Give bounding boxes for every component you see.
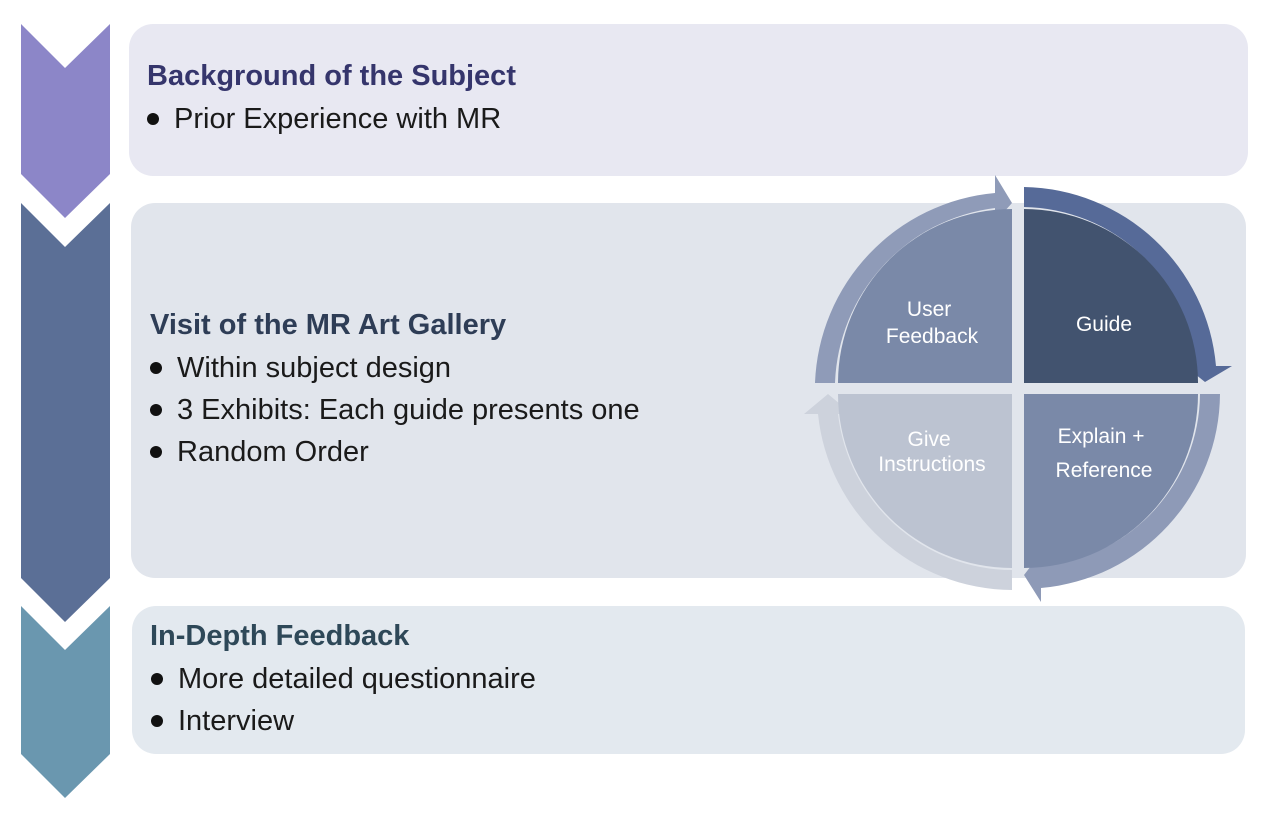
stage-bullets-visit: Within subject design 3 Exhibits: Each g…: [150, 347, 640, 473]
stage-title-feedback: In-Depth Feedback: [150, 620, 410, 652]
stage-box-background: [129, 24, 1248, 176]
chevron-stage-1: [21, 24, 110, 218]
cycle-arrow-bottom-right: [1024, 394, 1220, 602]
cycle-label-explain-reference: Explain + Reference: [1056, 425, 1153, 482]
stage-bullets-feedback: More detailed questionnaire Interview: [151, 658, 536, 742]
cycle-label-give-instructions: Give Instructions: [878, 428, 985, 476]
cycle-arrow-top-right: [1024, 187, 1232, 382]
bullet-item: Within subject design: [150, 347, 640, 389]
chevron-stage-2: [21, 203, 110, 622]
stage-bullets-background: Prior Experience with MR: [147, 98, 501, 140]
bullet-item: Interview: [151, 700, 536, 742]
cycle-segment-explain-reference: [1024, 394, 1198, 568]
cycle-label-user-feedback: User Feedback: [886, 298, 979, 348]
stage-title-background: Background of the Subject: [147, 60, 516, 92]
bullet-item: Random Order: [150, 431, 640, 473]
stage-title-visit: Visit of the MR Art Gallery: [150, 309, 507, 341]
stage-box-feedback: [132, 606, 1245, 754]
cycle-label-guide: Guide: [1076, 313, 1132, 336]
bullet-item: More detailed questionnaire: [151, 658, 536, 700]
cycle-arrow-bottom-left: [804, 394, 1012, 590]
cycle-segment-user-feedback: [838, 209, 1012, 383]
cycle-segment-guide: [1024, 209, 1198, 383]
bullet-item: Prior Experience with MR: [147, 98, 501, 140]
cycle-arrow-top-left: [815, 175, 1012, 383]
bullet-item: 3 Exhibits: Each guide presents one: [150, 389, 640, 431]
cycle-segment-give-instructions: [838, 394, 1012, 568]
chevron-stage-3: [21, 606, 110, 798]
